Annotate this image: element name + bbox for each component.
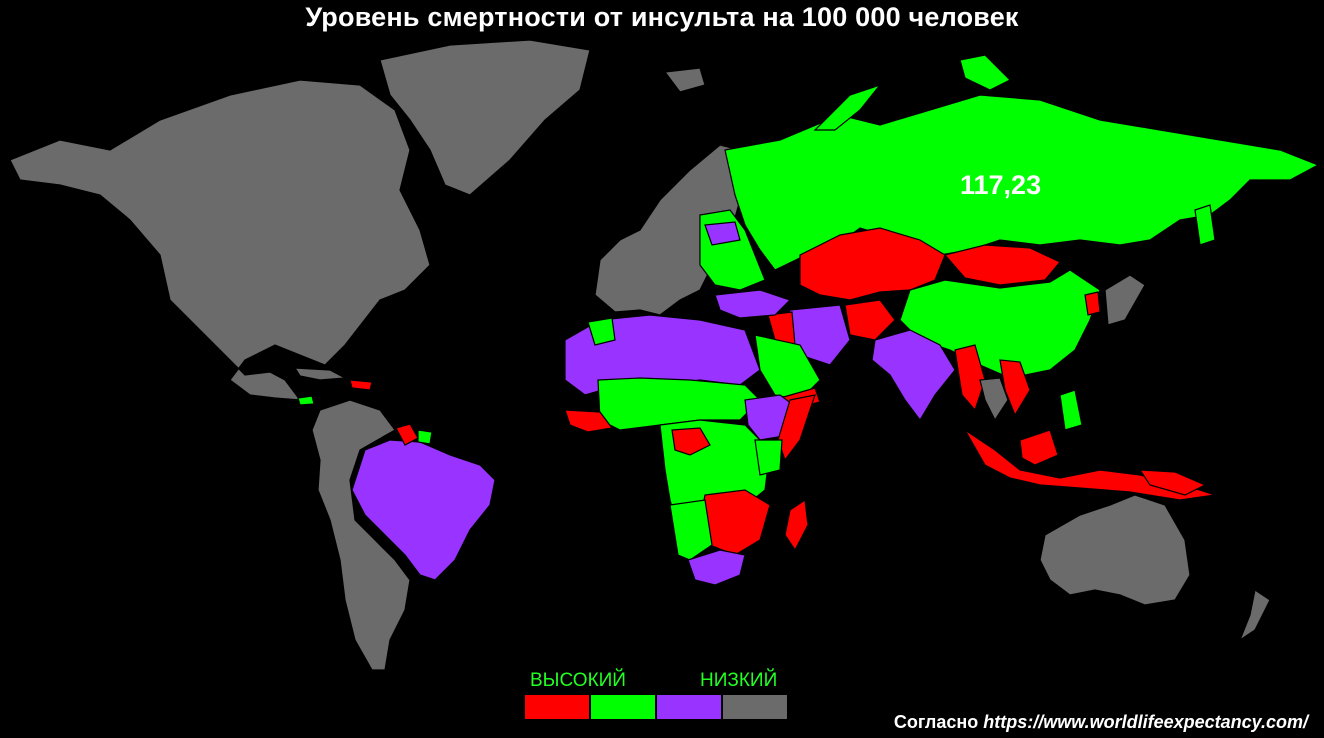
region-morocco bbox=[587, 317, 616, 346]
region-angola bbox=[669, 499, 713, 561]
region-new-zealand bbox=[1238, 589, 1271, 642]
region-south-africa bbox=[687, 549, 746, 586]
region-new-guinea bbox=[1138, 469, 1207, 496]
region-caribbean bbox=[293, 367, 348, 381]
region-vietnam bbox=[999, 359, 1031, 417]
legend-high-label: ВЫСОКИЙ bbox=[530, 670, 626, 691]
region-philippines bbox=[1059, 389, 1083, 431]
legend-swatch-green bbox=[591, 695, 655, 719]
legend-swatch-red bbox=[525, 695, 589, 719]
region-turkey bbox=[714, 289, 792, 319]
region-india bbox=[871, 329, 956, 422]
region-severnaya bbox=[959, 54, 1012, 91]
region-kenya bbox=[754, 439, 783, 476]
region-west-africa-red bbox=[564, 409, 614, 433]
region-suriname bbox=[417, 429, 433, 445]
region-myanmar bbox=[954, 344, 986, 412]
region-iceland bbox=[663, 67, 706, 93]
region-japan bbox=[1104, 274, 1146, 326]
region-mongolia bbox=[943, 244, 1061, 286]
region-korea bbox=[1084, 291, 1101, 316]
legend-swatch-purple bbox=[657, 695, 721, 719]
region-north-america bbox=[9, 79, 431, 401]
legend-swatches bbox=[525, 695, 789, 719]
region-sahel bbox=[597, 377, 761, 431]
region-belarus bbox=[704, 221, 741, 246]
region-south-america-west bbox=[311, 399, 411, 671]
region-drc-red bbox=[671, 427, 711, 456]
legend-low-label: НИЗКИЙ bbox=[700, 670, 778, 691]
highlight-value-label: 117,23 bbox=[960, 170, 1042, 200]
source-prefix: Согласно bbox=[893, 712, 979, 732]
region-australia bbox=[1039, 494, 1191, 606]
region-afghanistan bbox=[844, 299, 896, 341]
region-sakhalin bbox=[1194, 204, 1216, 246]
source-url[interactable]: https://www.worldlifeexpectancy.com/ bbox=[983, 712, 1308, 732]
region-madagascar bbox=[784, 498, 809, 552]
region-haiti bbox=[349, 379, 373, 391]
region-greenland bbox=[379, 39, 591, 196]
map-title: Уровень смертности от инсульта на 100 00… bbox=[305, 2, 1019, 32]
region-borneo bbox=[1019, 429, 1059, 466]
region-somalia bbox=[777, 394, 816, 462]
region-novaya-zemlya bbox=[813, 83, 882, 131]
legend-swatch-gray bbox=[723, 695, 787, 719]
region-central-small bbox=[297, 395, 315, 406]
region-thailand bbox=[979, 377, 1009, 422]
region-kazakhstan bbox=[799, 227, 946, 301]
region-brazil bbox=[351, 439, 496, 581]
source-note: Согласно https://www.worldlifeexpectancy… bbox=[894, 712, 1308, 733]
